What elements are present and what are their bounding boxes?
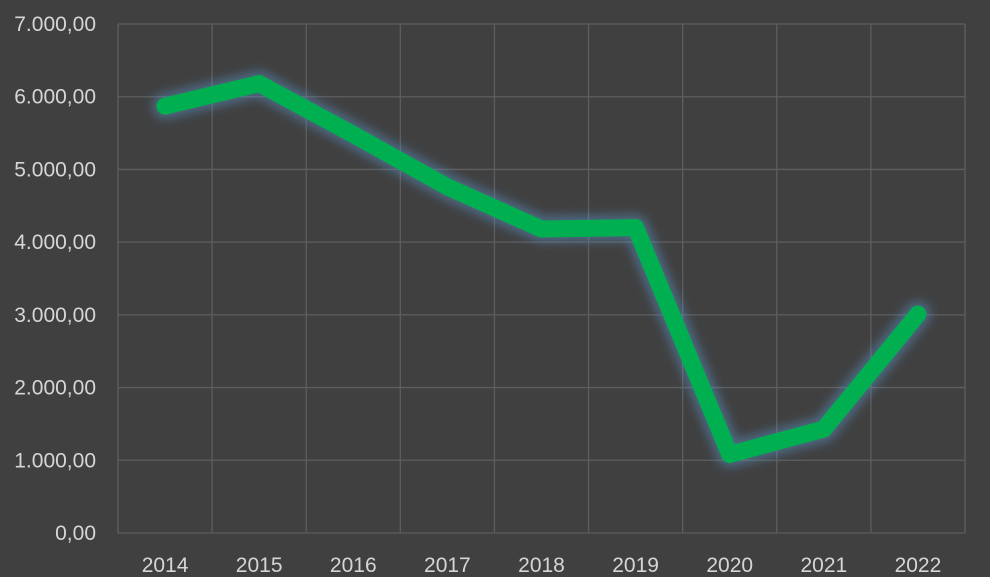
x-tick-label: 2014	[142, 554, 189, 577]
data-point	[721, 445, 739, 463]
data-point	[909, 305, 927, 323]
data-points	[156, 75, 927, 463]
data-point	[250, 75, 268, 93]
x-tick-label: 2021	[800, 554, 847, 577]
x-axis-tick-labels: 2014 2015 2016 2017 2018 2019 2020 2021 2022	[142, 554, 942, 577]
x-tick-label: 2022	[895, 554, 942, 577]
x-tick-label: 2020	[706, 554, 753, 577]
y-tick-label: 5.000,00	[14, 158, 96, 181]
y-tick-label: 2.000,00	[14, 377, 96, 400]
x-tick-label: 2017	[424, 554, 471, 577]
data-series	[152, 70, 931, 468]
y-tick-label: 7.000,00	[14, 13, 96, 36]
series-line-glow	[152, 70, 931, 468]
series-line	[156, 75, 927, 463]
data-point	[156, 97, 174, 115]
x-tick-label: 2016	[330, 554, 377, 577]
y-axis-tick-labels: 0,00 1.000,00 2.000,00 3.000,00 4.000,00 5.00…	[14, 13, 96, 545]
y-tick-label: 3.000,00	[14, 304, 96, 327]
data-point	[815, 420, 833, 438]
x-tick-label: 2019	[612, 554, 659, 577]
y-tick-label: 6.000,00	[14, 86, 96, 109]
data-point	[533, 220, 550, 238]
y-tick-label: 0,00	[55, 522, 96, 545]
x-tick-label: 2018	[518, 554, 565, 577]
data-point	[438, 178, 456, 196]
x-tick-label: 2015	[236, 554, 283, 577]
data-point	[344, 126, 362, 144]
y-tick-label: 1.000,00	[14, 449, 96, 472]
data-point	[627, 219, 645, 237]
y-tick-label: 4.000,00	[14, 231, 96, 254]
